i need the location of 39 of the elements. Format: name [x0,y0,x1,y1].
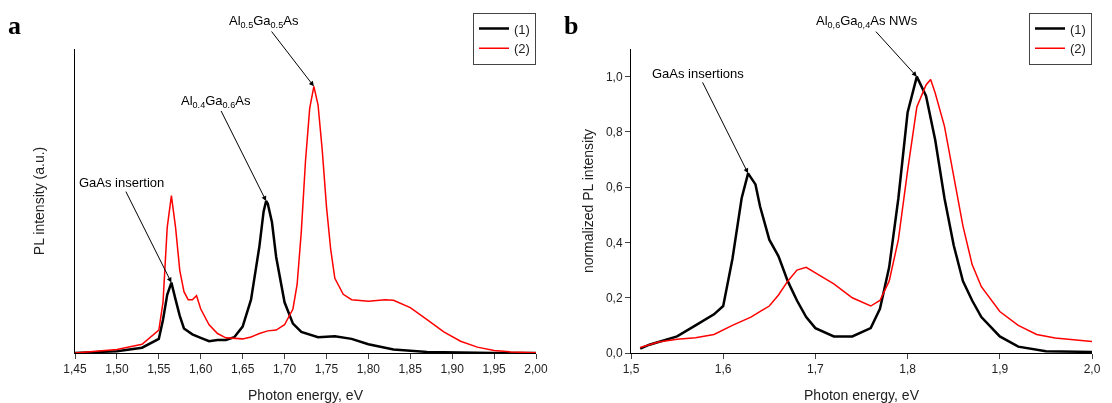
x-tick-label: 1,7 [807,362,825,377]
x-tick-label: 1,6 [714,362,732,377]
legend-label: (2) [1070,41,1086,57]
x-tick-label: 2,00 [524,362,548,377]
x-tick-label: 2,0 [1083,362,1101,377]
annotation: Al$_{0.5}$Ga$_{0.5}$As [229,13,299,30]
chart-title: a [8,11,21,40]
y-axis-title: normalized PL intensity [580,128,596,274]
legend-label: (1) [514,21,530,37]
x-axis-title: Photon energy, eV [804,387,920,403]
x-tick-label: 1,55 [147,362,171,377]
x-tick-label: 1,8 [899,362,917,377]
x-tick-label: 1,80 [356,362,381,377]
y-axis-title: PL intensity (a.u.) [31,146,47,256]
x-tick-label: 1,45 [63,362,87,377]
legend-label: (1) [1070,21,1086,37]
annotation: GaAs insertions [652,66,745,81]
y-tick-label: 0,8 [605,125,623,140]
x-tick-label: 1,90 [440,362,465,377]
y-tick-label: 1,0 [605,69,623,84]
y-tick-label: 0,0 [605,346,623,361]
x-tick-label: 1,75 [314,362,339,377]
x-tick-label: 1,5 [622,362,640,377]
y-tick-label: 0,2 [605,290,623,305]
legend-label: (2) [514,41,530,57]
chart-title: b [564,11,579,40]
x-tick-label: 1,50 [105,362,129,377]
y-tick-label: 0,6 [605,180,623,195]
annotation: Al$_{0,6}$Ga$_{0,4}$As NWs [816,13,918,30]
x-tick-label: 1,70 [272,362,297,377]
x-tick-label: 1,95 [482,362,507,377]
annotation: Al$_{0.4}$Ga$_{0.6}$As [181,93,251,110]
annotation: GaAs insertion [79,175,165,190]
x-tick-label: 1,9 [991,362,1009,377]
x-tick-label: 1,65 [230,362,255,377]
x-axis-title: Photon energy, eV [248,387,364,403]
x-tick-label: 1,85 [398,362,423,377]
x-tick-label: 1,60 [189,362,213,377]
y-tick-label: 0,4 [605,235,623,250]
